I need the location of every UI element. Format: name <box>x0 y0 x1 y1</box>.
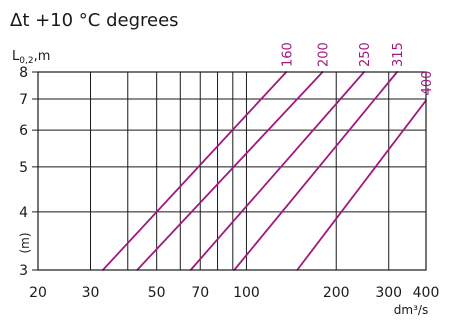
y-tick-label: 7 <box>19 92 28 108</box>
series-label-200: 200 <box>317 42 332 67</box>
chart-title: Δt +10 °C degrees <box>10 10 179 31</box>
y-tick-label: 8 <box>19 65 28 81</box>
x-tick-label: 20 <box>29 285 47 301</box>
series-lines <box>101 71 427 271</box>
x-tick-label: 50 <box>148 285 166 301</box>
x-tick-label: 300 <box>375 285 402 301</box>
series-line-400 <box>296 99 427 271</box>
series-labels: 160 200 250 315 400 <box>280 42 435 95</box>
x-tick-label: 70 <box>191 285 209 301</box>
x-tick-label: 200 <box>323 285 350 301</box>
series-line-315 <box>233 71 398 271</box>
y-tick-label: 3 <box>19 263 28 279</box>
x-axis-label: dm³/s <box>394 303 428 317</box>
series-line-160 <box>101 71 288 271</box>
series-label-400: 400 <box>420 71 435 96</box>
y-axis-label: L0,2,m <box>12 49 50 66</box>
x-tick-labels: 20 30 50 70 100 200 300 400 <box>29 285 439 301</box>
y-tick-label: 5 <box>19 160 28 176</box>
y-tick-label: 4 <box>19 205 28 221</box>
y-tick-labels: 3 4 5 6 7 8 <box>19 65 28 279</box>
x-tick-label: 30 <box>82 285 100 301</box>
plot-frame <box>37 71 427 271</box>
y-tick-label: 6 <box>19 123 28 139</box>
series-label-160: 160 <box>280 42 295 67</box>
series-line-250 <box>189 71 365 271</box>
x-tick-label: 100 <box>233 285 260 301</box>
x-tick-label: 400 <box>413 285 440 301</box>
y-axis-secondary-label: (m) <box>18 232 32 253</box>
series-label-250: 250 <box>358 42 373 67</box>
series-line-200 <box>136 71 324 271</box>
series-label-315: 315 <box>391 42 406 67</box>
